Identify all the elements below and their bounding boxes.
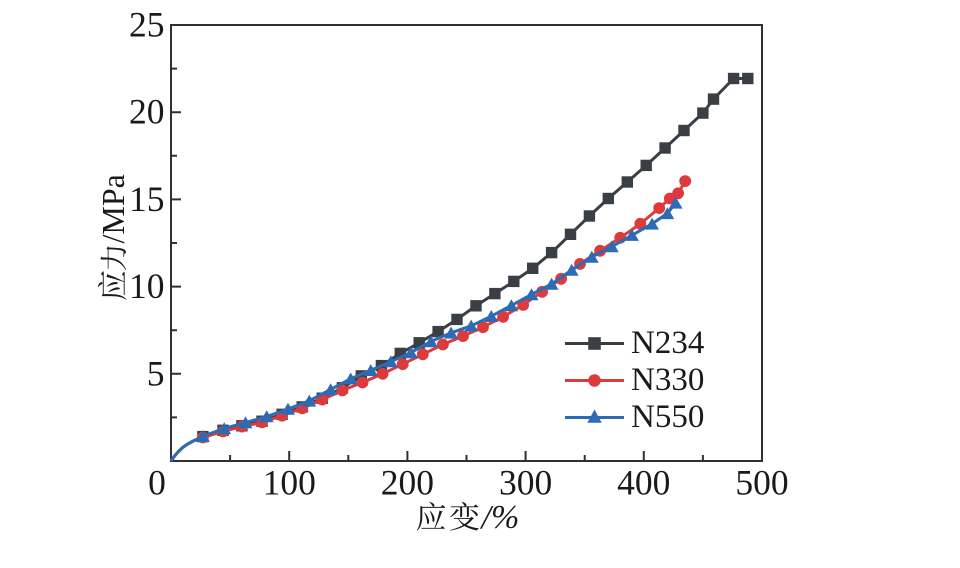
svg-text:5: 5 [147,353,165,393]
svg-text:20: 20 [129,92,165,132]
svg-text:/%: /% [480,499,520,536]
svg-text:25: 25 [129,5,165,45]
svg-text:0: 0 [148,463,166,503]
svg-text:N234: N234 [631,325,704,361]
svg-text:10: 10 [129,266,165,306]
svg-text:200: 200 [381,463,434,503]
svg-text:N330: N330 [631,362,704,398]
svg-text:400: 400 [617,463,670,503]
svg-text:/MPa: /MPa [95,174,131,243]
svg-text:100: 100 [263,463,316,503]
svg-text:N550: N550 [631,399,704,435]
svg-text:300: 300 [499,463,552,503]
svg-text:500: 500 [735,463,788,503]
svg-text:15: 15 [129,179,165,219]
